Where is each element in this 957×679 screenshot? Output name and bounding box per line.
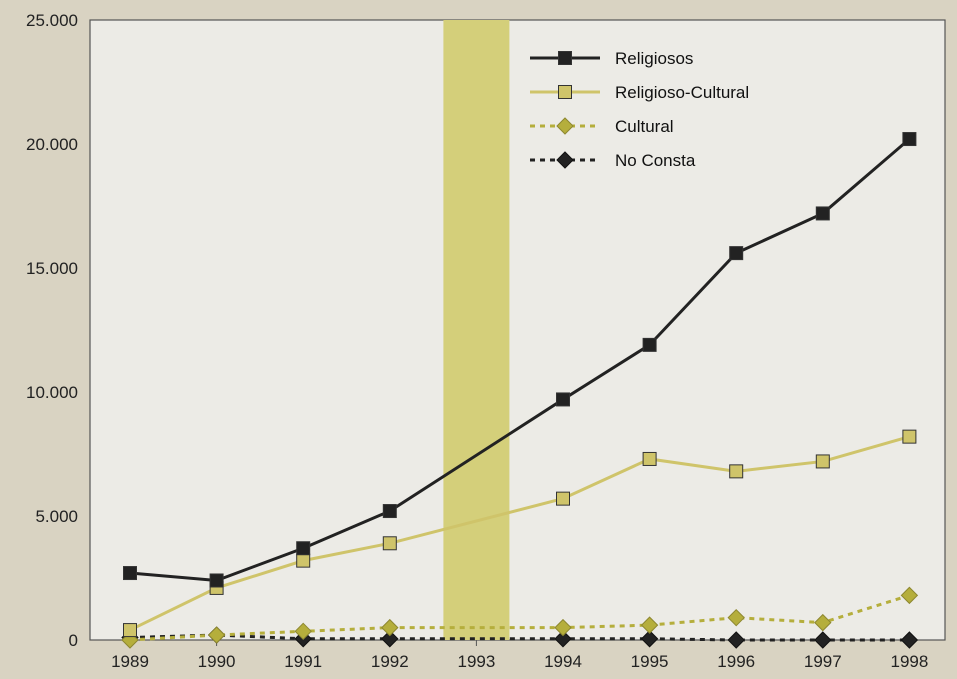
data-point-1994 (556, 491, 570, 506)
data-point-1996 (729, 246, 744, 261)
data-point-1995 (642, 451, 657, 466)
data-point-1992 (382, 504, 397, 519)
x-tick-label: 1998 (890, 652, 928, 671)
data-point-1991 (296, 541, 311, 556)
y-tick-label: 5.000 (35, 507, 78, 526)
data-point-1996 (727, 608, 745, 627)
data-point-1995 (642, 337, 657, 352)
legend-label: Cultural (615, 117, 674, 136)
data-point-1995 (640, 630, 659, 648)
data-point-1996 (729, 464, 744, 479)
x-tick-label: 1992 (371, 652, 409, 671)
data-point-1998 (900, 631, 919, 649)
x-tick-label: 1997 (804, 652, 842, 671)
legend-marker (556, 117, 574, 135)
data-point-1994 (554, 630, 572, 648)
y-tick-label: 15.000 (26, 259, 78, 278)
data-point-1992 (382, 536, 397, 551)
data-point-1989 (123, 623, 137, 638)
data-point-1994 (556, 392, 570, 407)
legend-item: Religiosos (530, 49, 693, 68)
series-religioso-cultural (123, 429, 917, 638)
x-axis-ticks: 1989 1990 1991 1992 1993 1994 1995 1996 1997 1998 (111, 640, 928, 671)
x-tick-label: 1995 (631, 652, 669, 671)
data-point-1998 (900, 586, 919, 605)
data-point-1998 (902, 132, 917, 147)
y-tick-label: 20.000 (26, 135, 78, 154)
y-tick-label: 0 (69, 631, 78, 650)
data-point-1998 (902, 429, 917, 444)
data-point-1994 (554, 618, 572, 637)
data-point-1997 (814, 631, 832, 649)
data-point-1997 (815, 206, 830, 221)
data-point-1991 (294, 622, 312, 641)
legend-marker (556, 151, 574, 169)
x-tick-label: 1996 (717, 652, 755, 671)
data-point-1995 (640, 616, 659, 634)
plot-area (89, 19, 946, 641)
legend-marker (558, 85, 572, 99)
data-point-1992 (381, 618, 399, 637)
data-point-1989 (123, 566, 137, 581)
legend-label: No Consta (615, 151, 696, 170)
y-axis-ticks: 0 5.000 10.000 15.000 20.000 25.000 (26, 11, 78, 650)
data-point-1990 (209, 573, 224, 588)
x-tick-label: 1994 (544, 652, 582, 671)
legend-label: Religiosos (615, 49, 693, 68)
y-tick-label: 10.000 (26, 383, 78, 402)
series-layer (121, 132, 919, 649)
data-point-1990 (207, 626, 226, 644)
y-tick-label: 25.000 (26, 11, 78, 30)
legend-item: Religioso-Cultural (530, 83, 749, 102)
x-tick-label: 1989 (111, 652, 149, 671)
data-point-1992 (381, 630, 399, 648)
data-point-1996 (727, 631, 745, 649)
legend: Religiosos Religioso-Cultural Cultural No C… (530, 49, 749, 170)
x-tick-label: 1990 (198, 652, 236, 671)
legend-item: No Consta (530, 151, 696, 170)
x-tick-label: 1993 (457, 652, 495, 671)
series-religiosos (123, 132, 917, 588)
legend-item: Cultural (530, 117, 674, 136)
legend-marker (558, 51, 572, 65)
x-tick-label: 1991 (284, 652, 322, 671)
legend-label: Religioso-Cultural (615, 83, 749, 102)
highlight-band-1993 (443, 20, 510, 640)
data-point-1997 (814, 613, 832, 632)
data-point-1991 (296, 553, 311, 568)
data-point-1997 (815, 454, 830, 469)
